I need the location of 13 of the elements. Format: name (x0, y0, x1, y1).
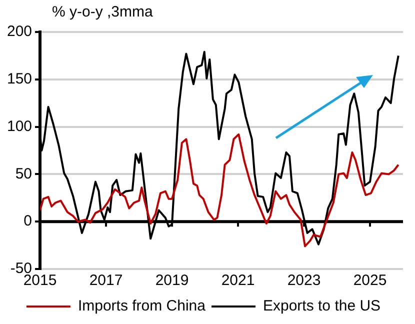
y-axis-title: % y-o-y ,3mma (52, 4, 154, 21)
x-tick-label: 2023 (287, 272, 321, 290)
x-tick-label: 2021 (221, 272, 255, 290)
y-tick-label: 100 (6, 118, 32, 135)
y-tick-label: 200 (6, 23, 32, 40)
y-tick-label: 0 (24, 212, 32, 230)
legend-label: Imports from China (78, 298, 206, 315)
y-tick-label: 150 (6, 70, 32, 88)
legend-label: Exports to the US (262, 298, 381, 315)
y-tick-label: 50 (15, 165, 32, 182)
x-tick-label: 2017 (89, 272, 123, 290)
x-tick-label: 2019 (155, 272, 189, 290)
x-tick-label: 2025 (353, 272, 387, 290)
